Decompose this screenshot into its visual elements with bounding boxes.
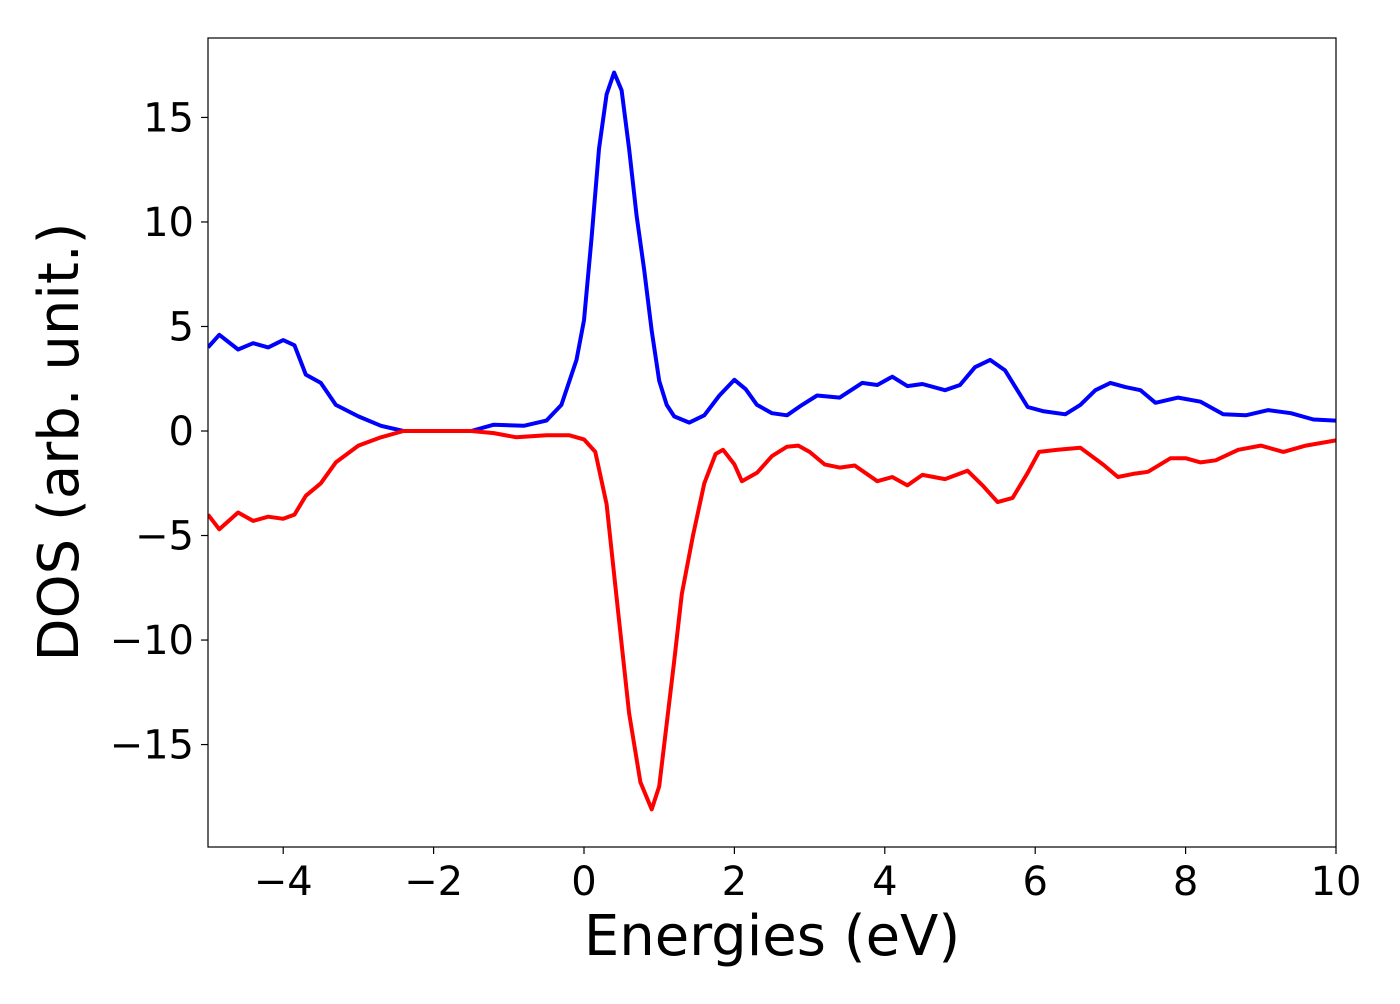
- x-tick-label: 6: [1022, 859, 1047, 905]
- y-axis-label: DOS (arb. unit.): [27, 222, 92, 661]
- y-tick-label: −5: [135, 514, 194, 560]
- x-axis-label: Energies (eV): [584, 904, 960, 969]
- x-tick-label: 4: [872, 859, 897, 905]
- plot-frame: [207, 37, 1337, 848]
- line: [208, 429, 1336, 812]
- y-tick-label: 10: [143, 200, 194, 246]
- x-tick-label: −2: [404, 859, 463, 905]
- y-tick-label: 5: [169, 304, 194, 350]
- line: [208, 70, 1336, 433]
- y-tick-label: −10: [110, 618, 194, 664]
- x-tick-label: 2: [722, 859, 747, 905]
- x-tick-label: 8: [1173, 859, 1198, 905]
- x-tick-label: −4: [254, 859, 313, 905]
- x-tick-label: 0: [571, 859, 596, 905]
- y-tick-label: −15: [110, 723, 194, 769]
- y-tick-label: 0: [169, 409, 194, 455]
- x-tick-label: 10: [1311, 859, 1362, 905]
- y-tick-label: 15: [143, 95, 194, 141]
